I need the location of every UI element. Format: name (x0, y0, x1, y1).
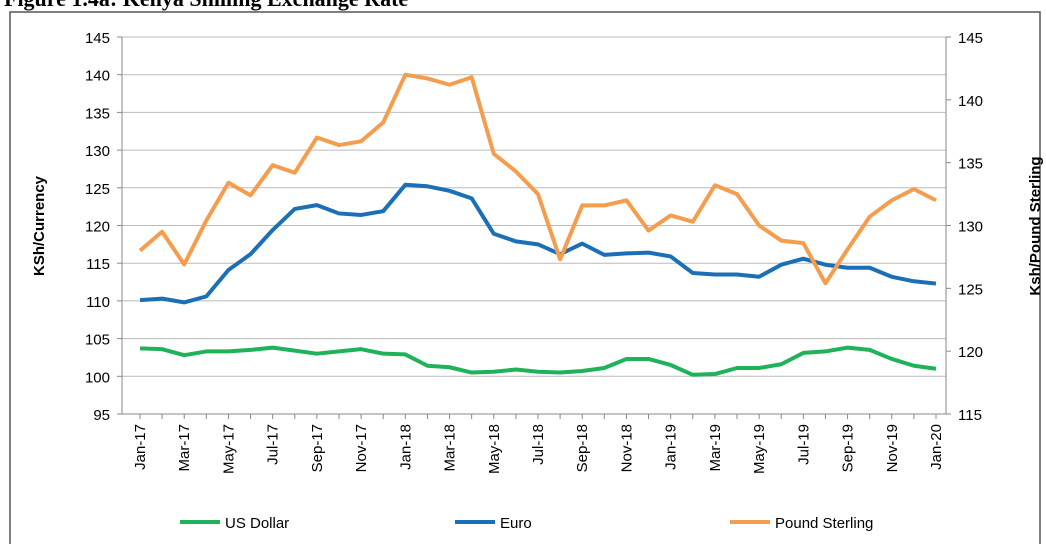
y2-axis-label: Ksh/Pound Sterling (1027, 156, 1044, 295)
legend-label: Euro (500, 515, 532, 532)
x-tick-label: Jul-18 (530, 424, 547, 465)
y-tick-label: 95 (93, 407, 110, 424)
x-tick-label: Jan-20 (928, 424, 945, 470)
x-tick-label: Jan-19 (663, 424, 680, 470)
series-line (138, 72, 937, 286)
x-tick-label: Mar-18 (442, 424, 459, 472)
x-tick-label: May-17 (220, 424, 237, 474)
x-tick-label: Sep-17 (309, 424, 326, 472)
x-tick-label: Nov-19 (884, 424, 901, 472)
series-line (139, 182, 937, 305)
y-tick-label: 145 (85, 30, 110, 47)
x-tick-label: Sep-19 (840, 424, 857, 472)
y-tick-label: 135 (85, 105, 110, 122)
series-line (139, 345, 937, 377)
y2-tick-label: 140 (958, 93, 983, 110)
x-tick-label: Nov-17 (353, 424, 370, 472)
x-tick-label: Mar-17 (176, 424, 193, 472)
x-tick-label: Jul-17 (265, 424, 282, 465)
chart-frame (9, 11, 1041, 549)
y-tick-label: 105 (85, 332, 110, 349)
x-tick-label: May-19 (751, 424, 768, 474)
y2-tick-label: 130 (958, 219, 983, 236)
x-tick-label: Sep-18 (574, 424, 591, 472)
y-tick-label: 115 (86, 256, 110, 273)
y-tick-label: 130 (85, 143, 110, 160)
y-tick-label: 125 (85, 181, 110, 198)
x-tick-label: Jan-17 (132, 424, 149, 470)
x-tick-label: Mar-19 (707, 424, 724, 472)
x-tick-label: Jul-19 (795, 424, 812, 465)
y-tick-label: 120 (85, 219, 110, 236)
legend-label: US Dollar (225, 515, 289, 532)
legend-label: Pound Sterling (775, 515, 873, 532)
y2-tick-label: 145 (958, 30, 983, 47)
y2-tick-label: 115 (958, 407, 982, 424)
y-tick-label: 110 (86, 294, 110, 311)
y2-tick-label: 135 (958, 156, 983, 173)
y2-tick-label: 125 (958, 281, 983, 298)
chart-title: Figure 1.4a: Kenya Shilling Exchange Rat… (4, 0, 408, 11)
y-tick-label: 140 (85, 68, 110, 85)
y-axis-label: KSh/Currency (31, 175, 48, 276)
x-tick-label: Jan-18 (397, 424, 414, 470)
x-tick-label: Nov-18 (618, 424, 635, 472)
y-tick-label: 100 (85, 369, 110, 386)
x-tick-label: May-18 (486, 424, 503, 474)
y2-tick-label: 120 (958, 344, 983, 361)
